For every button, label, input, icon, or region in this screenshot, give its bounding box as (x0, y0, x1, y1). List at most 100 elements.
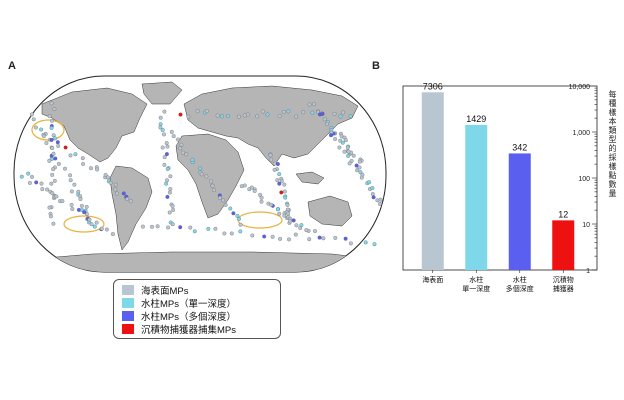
sample-point (242, 113, 247, 118)
sample-point (340, 140, 345, 145)
legend-item-sediment: 沉積物捕獲器捕集MPs (122, 322, 280, 336)
sample-point (56, 144, 61, 148)
sample-point (294, 223, 299, 228)
sample-point (212, 188, 217, 193)
bar (552, 220, 575, 270)
sample-point (165, 194, 170, 199)
sample-point (282, 213, 287, 218)
sample-point (82, 210, 87, 215)
antarctica (21, 251, 383, 272)
sample-point (222, 231, 227, 236)
sample-point (322, 117, 327, 122)
sample-point (343, 236, 348, 241)
sample-point (50, 191, 55, 196)
sample-point (209, 179, 214, 184)
sample-point (110, 232, 115, 237)
sample-point (168, 187, 173, 191)
sample-point (204, 174, 209, 179)
sample-point (186, 114, 191, 119)
sample-point (195, 109, 200, 114)
x-tick-label: 捕獲器 (553, 284, 574, 293)
sample-point (84, 212, 89, 216)
world-map (13, 75, 387, 273)
sample-point (357, 165, 362, 170)
sample-point (262, 234, 267, 239)
sample-point (338, 114, 343, 119)
sample-point (221, 198, 226, 203)
sample-point (94, 220, 99, 225)
sample-point (378, 197, 383, 202)
sample-point (113, 182, 118, 187)
sample-point (103, 172, 108, 177)
sample-point (176, 137, 180, 142)
sample-point (55, 140, 60, 145)
sample-point (338, 138, 343, 143)
sample-point (286, 109, 291, 114)
sample-point (68, 153, 73, 158)
land-masses (21, 81, 383, 272)
sample-point (269, 157, 274, 162)
sample-point (19, 174, 24, 179)
legend-swatch (122, 323, 134, 334)
sample-point (260, 109, 265, 114)
sample-point (41, 134, 46, 139)
sample-point (69, 202, 74, 207)
sample-point (170, 222, 175, 227)
sample-point (39, 181, 44, 186)
sample-point (171, 134, 176, 139)
sample-point (275, 178, 280, 183)
sample-point (162, 162, 167, 167)
sample-point (354, 163, 359, 168)
sample-point (277, 113, 282, 118)
sample-point (79, 203, 84, 208)
sample-point (219, 114, 224, 119)
sample-point (279, 179, 284, 183)
sample-point (252, 189, 257, 193)
sample-point (304, 228, 309, 233)
sample-point (104, 227, 109, 232)
sample-point (40, 187, 45, 192)
sample-point (50, 146, 55, 151)
sample-point (188, 225, 193, 230)
sample-point (270, 234, 275, 239)
sample-point (99, 226, 104, 231)
legend-label: 海表面MPs (141, 285, 189, 297)
sample-point (49, 101, 54, 106)
sample-point (162, 155, 167, 160)
sample-point (167, 210, 172, 215)
panel-a-label: A (8, 60, 16, 72)
sample-point (378, 201, 382, 206)
sample-point (113, 187, 118, 192)
sample-point (259, 195, 264, 200)
sample-point (245, 112, 250, 117)
y-tick-label: 10 (582, 222, 590, 229)
sample-point (250, 233, 255, 238)
bar-value-label: 1429 (466, 114, 486, 124)
sample-point (299, 223, 304, 228)
sample-point (370, 192, 375, 196)
sample-point (168, 174, 173, 179)
sample-point (165, 144, 170, 149)
sample-point (367, 180, 372, 185)
sample-point (277, 172, 282, 177)
sample-point (363, 240, 368, 245)
sample-point (105, 175, 110, 180)
sample-point (287, 237, 291, 242)
sample-point (87, 217, 92, 222)
sample-point (125, 197, 130, 201)
sample-point (238, 229, 243, 234)
sample-point (343, 138, 348, 143)
legend-item-water-multi: 水柱MPs（多個深度） (122, 309, 280, 323)
sample-point (199, 172, 204, 177)
sample-point (170, 204, 175, 208)
sample-point (275, 162, 280, 166)
greenland (141, 81, 183, 105)
sample-point (288, 219, 293, 224)
legend-label: 水柱MPs（多個深度） (141, 311, 237, 323)
sample-point (215, 113, 220, 118)
y-axis-label: 每種樣本類型的採樣點數量 (608, 90, 617, 198)
x-tick-label: 海表面 (422, 275, 443, 284)
sample-point (56, 161, 61, 166)
sample-point (358, 170, 363, 175)
bar-value-label: 7306 (423, 81, 443, 91)
